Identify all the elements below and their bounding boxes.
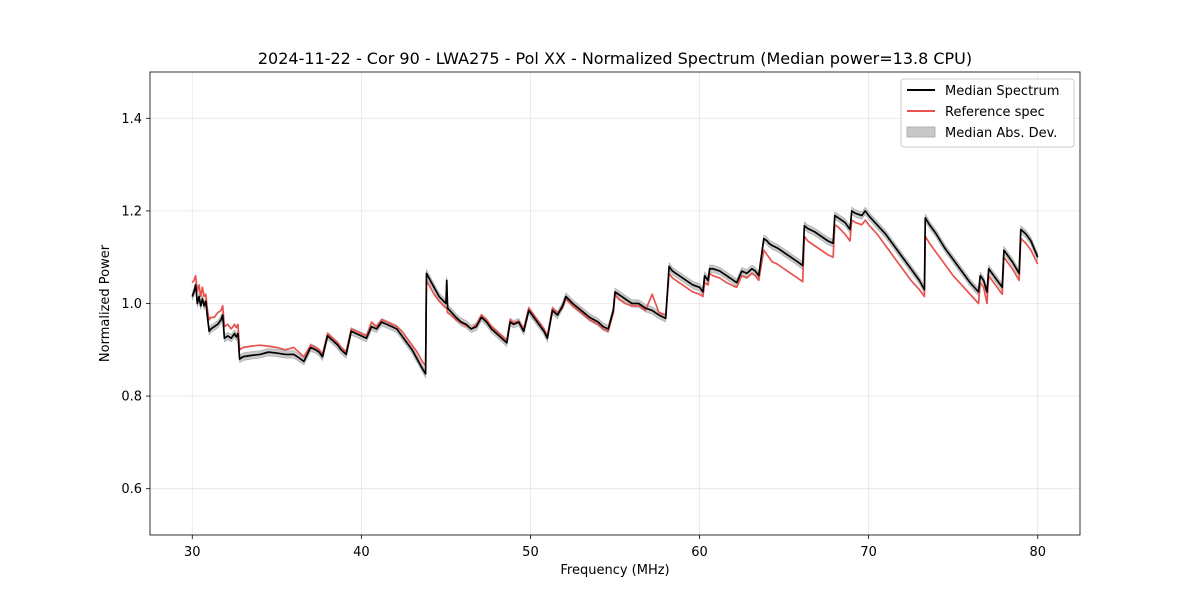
x-tick-label: 70 — [860, 545, 877, 560]
legend-mad-label: Median Abs. Dev. — [945, 126, 1057, 141]
legend-reference-spec-label: Reference spec — [945, 105, 1045, 120]
y-tick-label: 1.4 — [121, 112, 142, 127]
y-tick-label: 1.2 — [121, 204, 142, 219]
legend-mad-swatch — [906, 126, 936, 138]
x-tick-label: 80 — [1029, 545, 1046, 560]
x-axis-label: Frequency (MHz) — [560, 563, 669, 578]
x-tick-label: 30 — [184, 545, 201, 560]
median-spectrum-line — [191, 210, 1039, 375]
legend-median-spectrum-label: Median Spectrum — [945, 84, 1059, 99]
x-tick-label: 50 — [522, 545, 539, 560]
tick-layer: 30 40 50 60 70 80 0.6 0.8 1.0 1.2 1.4 — [121, 112, 1046, 560]
y-axis-label: Normalized Power — [98, 244, 113, 362]
data-layer — [191, 206, 1039, 379]
x-tick-label: 40 — [353, 545, 370, 560]
legend: Median Spectrum Reference spec Median Ab… — [900, 78, 1075, 148]
legend-box — [900, 78, 1075, 148]
y-tick-label: 0.6 — [121, 482, 142, 497]
y-tick-label: 1.0 — [121, 297, 142, 312]
reference-spec-line — [191, 219, 1039, 367]
chart-title: 2024-11-22 - Cor 90 - LWA275 - Pol XX - … — [258, 49, 972, 68]
x-tick-label: 60 — [691, 545, 708, 560]
y-tick-label: 0.8 — [121, 390, 142, 405]
